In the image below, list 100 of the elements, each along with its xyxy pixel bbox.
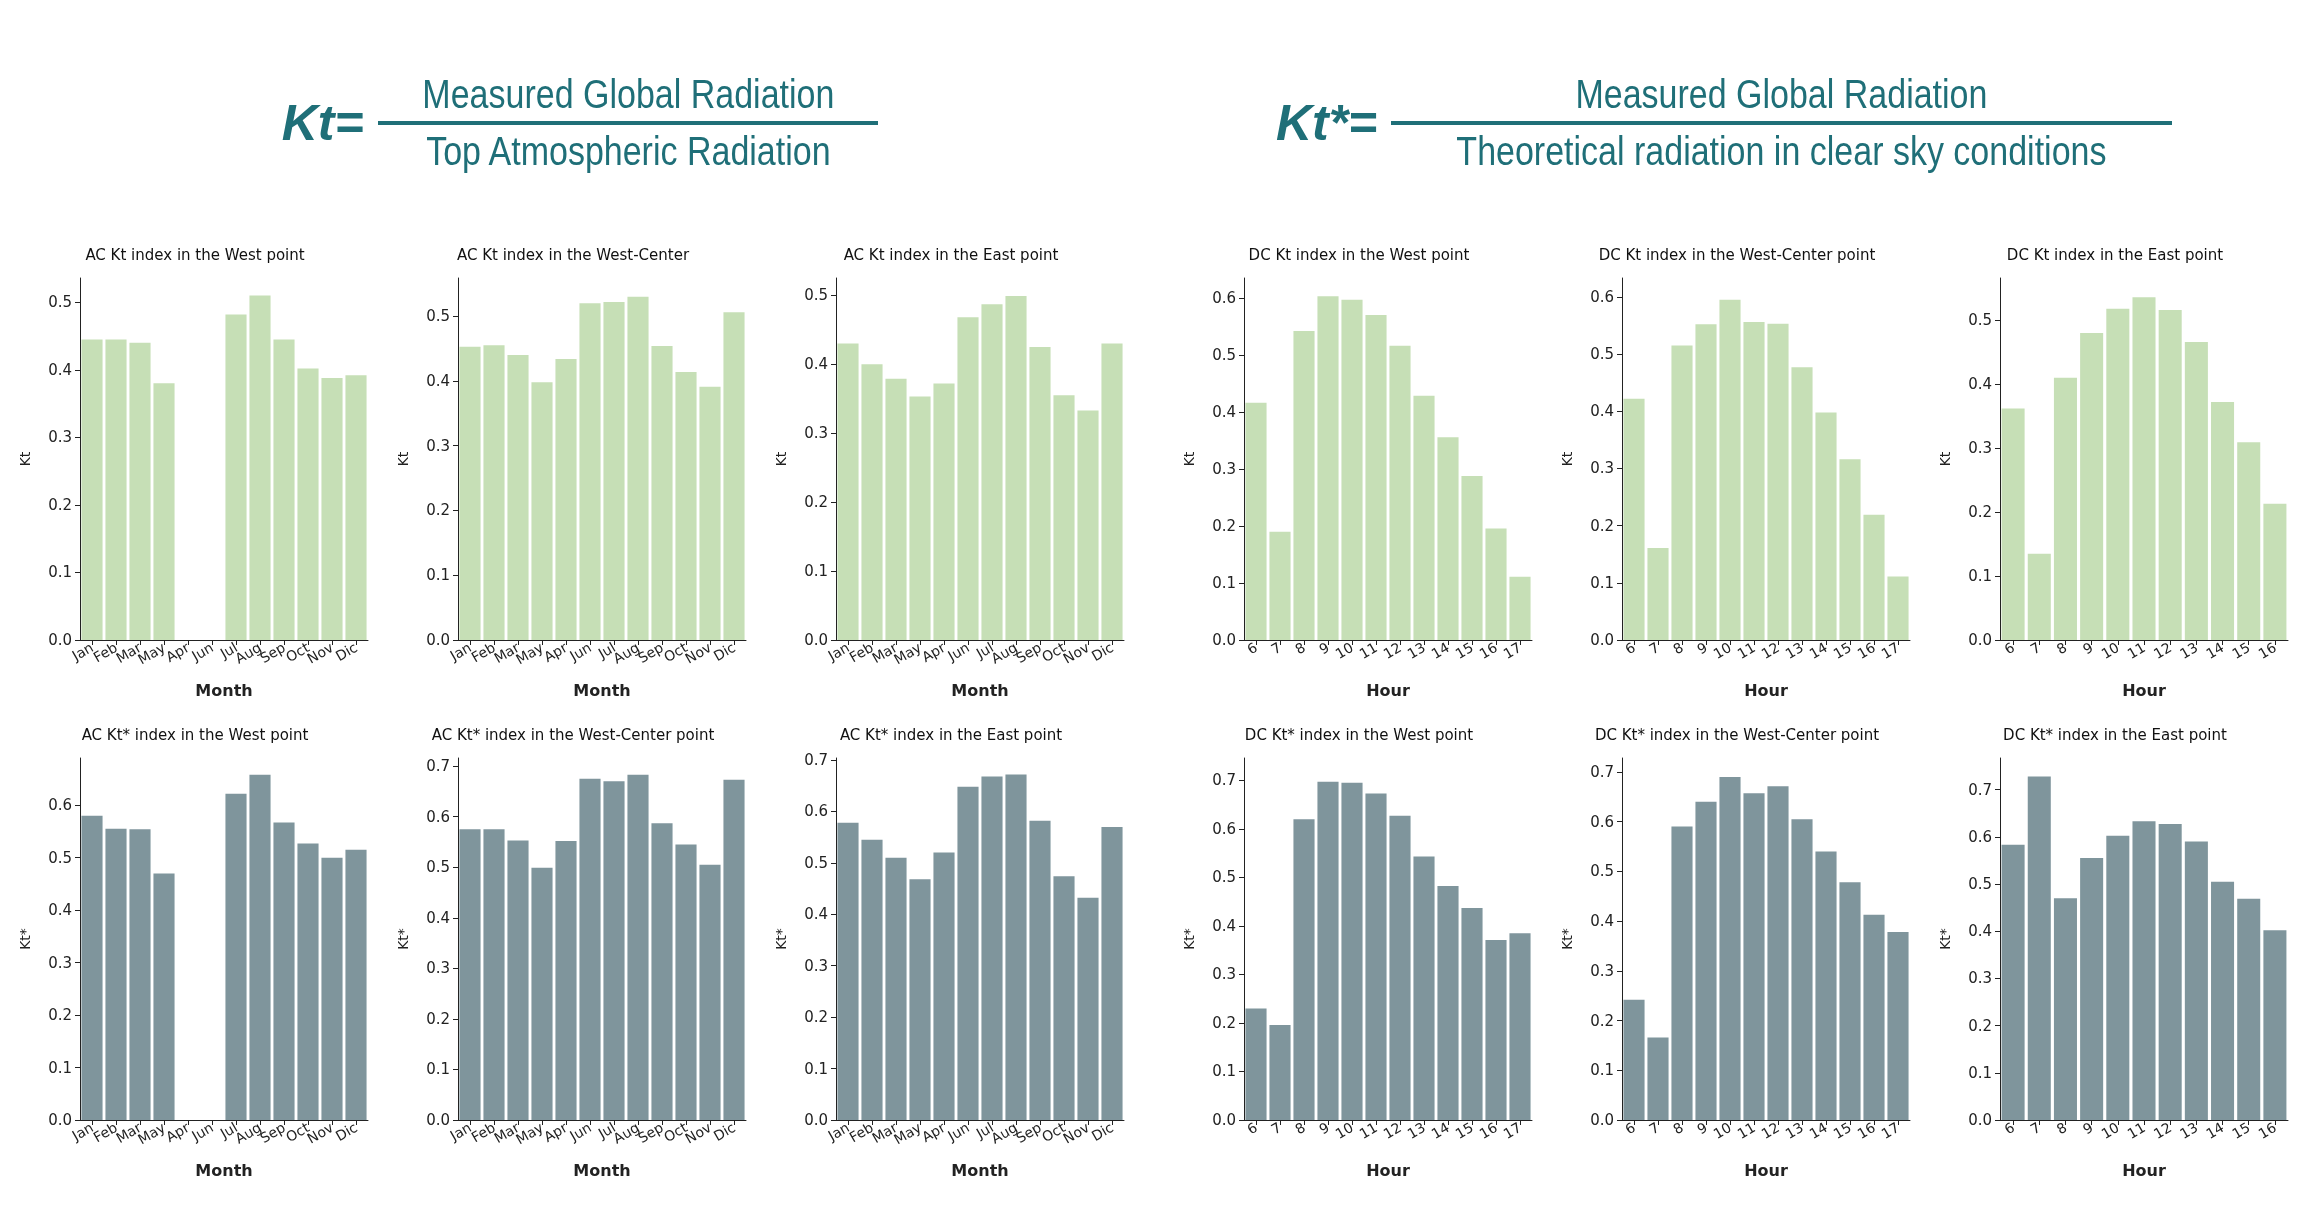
y-tick-label: 0.3 <box>1968 969 1992 988</box>
y-tick-label: 0.2 <box>1212 1013 1236 1032</box>
bar <box>1317 781 1339 1120</box>
y-axis-title: Kt* <box>773 928 789 950</box>
text: Measured Global Radiation <box>420 72 835 117</box>
x-tick-label: 9 <box>2079 639 2096 658</box>
y-tick-label: 0.6 <box>1590 812 1614 831</box>
bar <box>1245 402 1267 640</box>
bar <box>2237 898 2261 1120</box>
bar <box>1437 886 1459 1120</box>
x-tick-label: 13 <box>1782 639 1806 662</box>
bar <box>225 793 247 1120</box>
chart-title: DC Kt* index in the West point <box>1244 725 1474 744</box>
y-tick-label: 0.0 <box>1212 631 1236 649</box>
bar <box>1461 907 1483 1120</box>
x-tick-label: 13 <box>1404 639 1428 662</box>
y-tick-label: 0.1 <box>1968 567 1992 586</box>
bar <box>1101 826 1123 1120</box>
bar <box>579 778 601 1120</box>
bar <box>699 864 721 1120</box>
chart-title: DC Kt index in the West-Center point <box>1598 245 1876 264</box>
y-tick-label: 0.4 <box>1968 375 1992 394</box>
bar <box>321 377 343 640</box>
bar <box>1719 776 1741 1120</box>
bar <box>297 843 319 1120</box>
bar <box>1509 933 1531 1120</box>
x-tick-label: 7 <box>1268 639 1284 658</box>
bar <box>1341 299 1363 640</box>
y-tick-label: 0.4 <box>1968 922 1992 941</box>
bar <box>627 774 649 1120</box>
y-tick-label: 0.4 <box>804 355 828 374</box>
bar <box>2080 333 2104 640</box>
y-tick-label: 0.6 <box>1212 289 1236 308</box>
bar <box>1413 395 1435 640</box>
y-tick-label: 0.2 <box>48 495 72 514</box>
x-tick-label: 6 <box>1622 639 1639 658</box>
y-tick-label: 0.4 <box>1590 402 1614 421</box>
x-tick-label: 16 <box>2255 1119 2279 1142</box>
x-tick-label: 13 <box>1404 1119 1428 1142</box>
y-axis-title: Kt* <box>395 928 411 950</box>
y-tick-label: 0.1 <box>426 1060 450 1079</box>
y-tick-label: 0.7 <box>804 751 828 770</box>
bar <box>81 815 103 1120</box>
x-tick-label: 10 <box>2098 639 2122 662</box>
y-axis-title: Kt <box>1181 451 1197 467</box>
y-axis-title: Kt <box>1937 451 1953 467</box>
bar <box>2263 930 2287 1120</box>
y-tick-label: 0.6 <box>1590 287 1614 306</box>
y-tick-label: 0.5 <box>426 858 450 877</box>
bar <box>627 296 649 640</box>
x-tick-label: 11 <box>2124 639 2148 662</box>
chart-title: AC Kt index in the West point <box>85 245 305 264</box>
x-axis-title: Hour <box>2122 1160 2166 1180</box>
x-tick-label: 11 <box>1734 639 1758 662</box>
y-tick-label: 0.5 <box>1968 311 1992 330</box>
bar <box>957 317 979 640</box>
bar <box>1437 437 1459 640</box>
x-axis-title: Hour <box>1366 1160 1410 1180</box>
bar <box>531 382 553 640</box>
bar <box>837 822 859 1120</box>
chart-title: DC Kt index in the East point <box>2006 245 2224 264</box>
y-tick-label: 0.4 <box>1212 403 1236 422</box>
bar <box>129 342 151 640</box>
y-tick-label: 0.1 <box>1590 573 1614 592</box>
bar <box>129 829 151 1120</box>
x-tick-label: 10 <box>1710 1119 1734 1142</box>
x-tick-label: Dic <box>332 639 360 665</box>
y-tick-label: 0.5 <box>1590 862 1614 881</box>
x-tick-label: 14 <box>1428 1119 1453 1142</box>
bar <box>2027 553 2051 640</box>
x-tick-label: 6 <box>2001 639 2018 658</box>
bar <box>2053 377 2077 640</box>
x-tick-label: 12 <box>1758 1119 1782 1142</box>
y-tick-label: 0.3 <box>804 424 828 443</box>
bar <box>861 839 883 1120</box>
x-tick-label: 13 <box>1782 1119 1806 1142</box>
x-tick-label: 15 <box>1452 1119 1476 1142</box>
bar <box>1461 476 1483 640</box>
y-tick-label: 0.3 <box>804 956 828 975</box>
y-tick-label: 0.5 <box>804 853 828 872</box>
y-tick-label: 0.6 <box>48 796 72 815</box>
bar <box>273 822 295 1120</box>
bar <box>1245 1008 1267 1120</box>
x-axis-title: Month <box>195 1160 253 1180</box>
y-axis-title: Kt* <box>1937 928 1953 950</box>
y-tick-label: 0.5 <box>804 286 828 305</box>
bar <box>1077 410 1099 640</box>
x-tick-label: 9 <box>1316 639 1332 658</box>
y-axis-title: Kt* <box>17 928 33 950</box>
bar <box>2158 309 2182 640</box>
x-axis-title: Hour <box>2122 680 2166 700</box>
x-axis-title: Hour <box>1744 1160 1788 1180</box>
bar <box>1839 882 1861 1120</box>
y-tick-label: 0.1 <box>1212 1062 1236 1081</box>
bar <box>981 776 1003 1120</box>
y-tick-label: 0.3 <box>48 428 72 447</box>
x-tick-label: 13 <box>2176 639 2201 662</box>
y-tick-label: 0.2 <box>804 493 828 512</box>
x-tick-label: 14 <box>2203 639 2227 662</box>
x-tick-label: 6 <box>1622 1119 1639 1138</box>
